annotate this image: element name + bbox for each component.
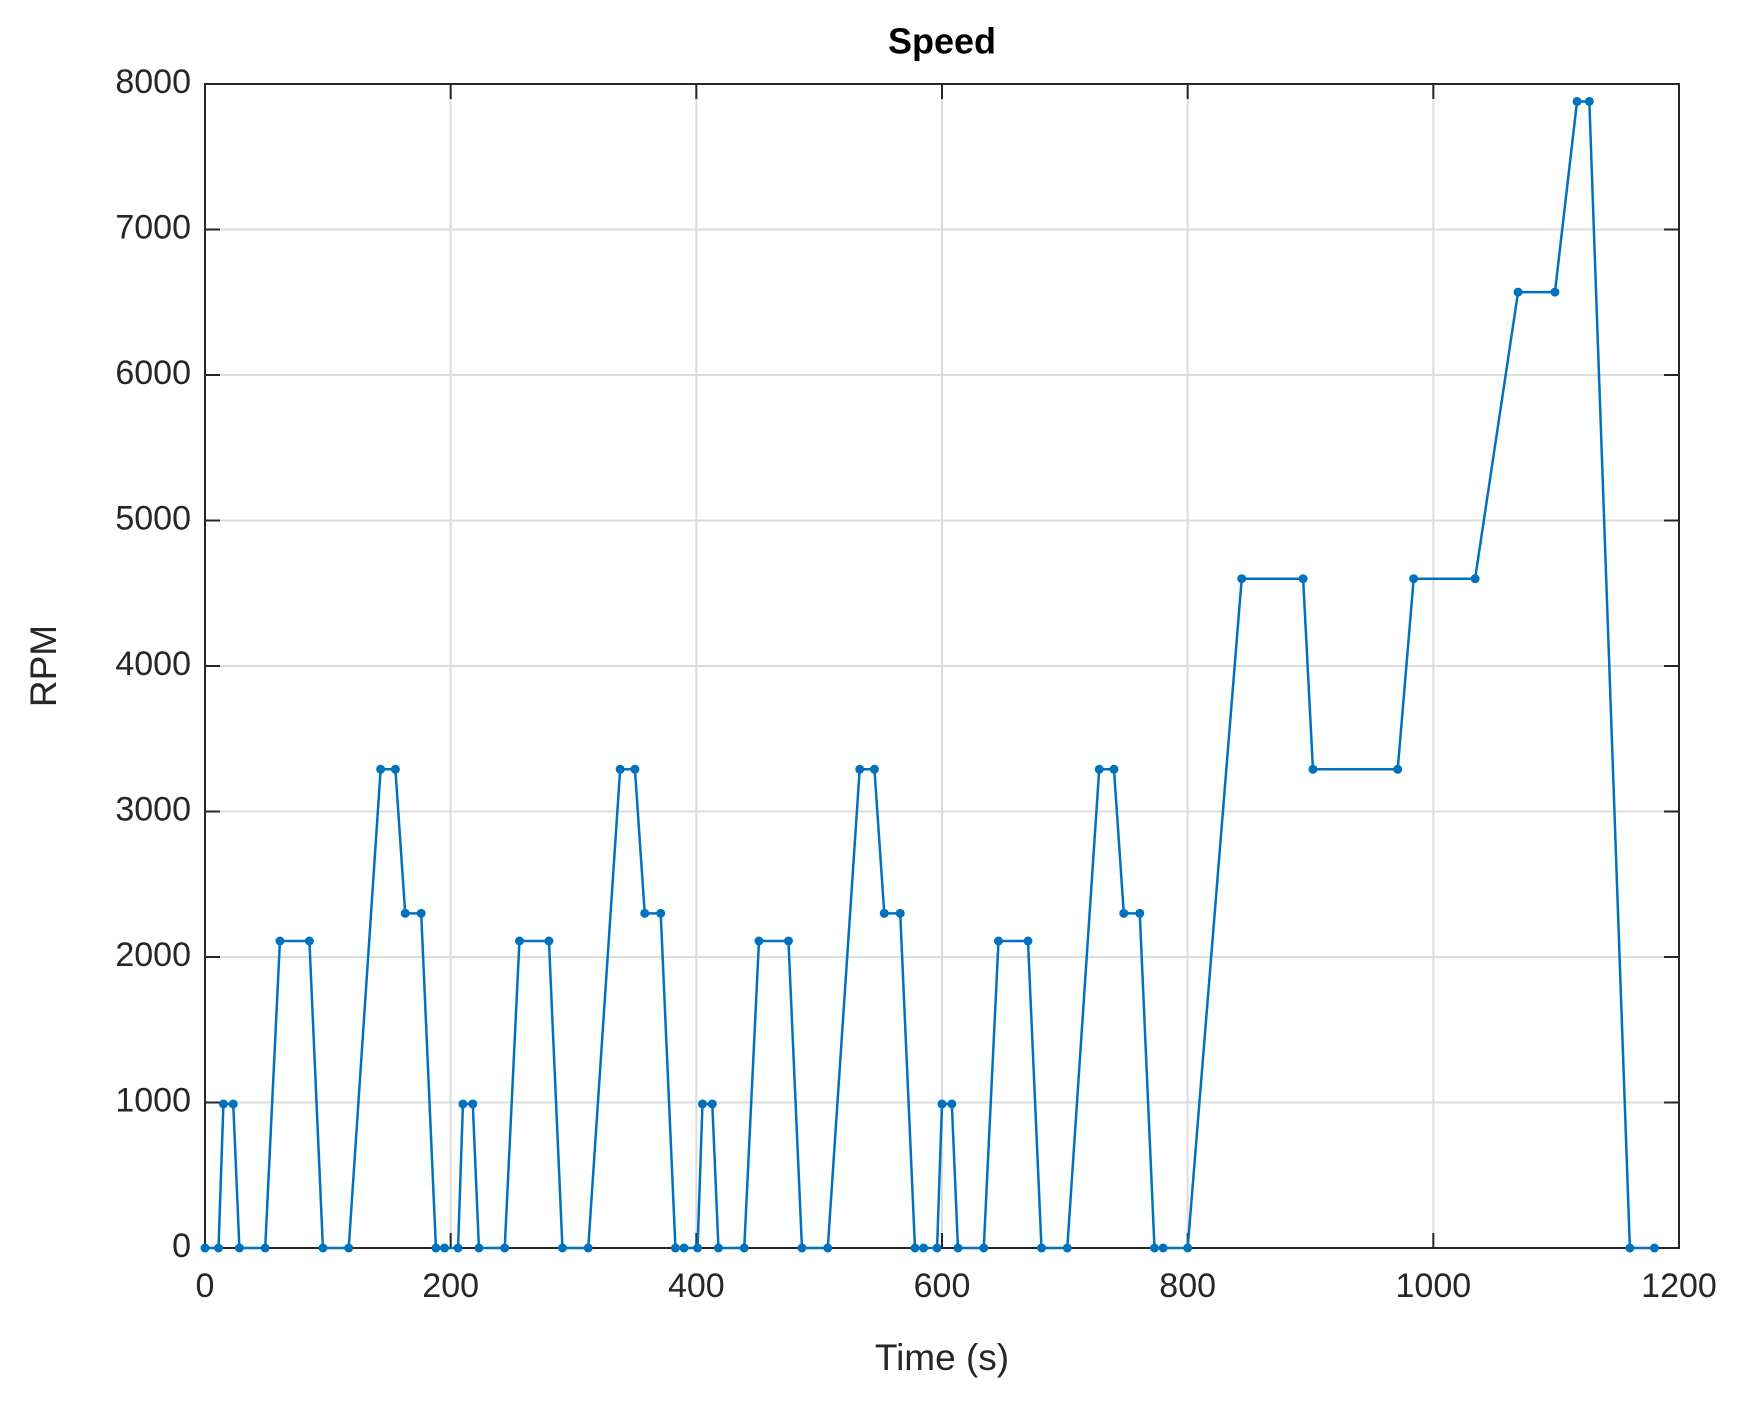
point bbox=[376, 764, 386, 774]
point bbox=[453, 1243, 463, 1253]
point bbox=[1572, 96, 1582, 106]
x-tick-label: 1200 bbox=[1641, 1267, 1717, 1305]
point bbox=[304, 936, 314, 946]
point bbox=[514, 936, 524, 946]
x-tick-label: 0 bbox=[196, 1267, 215, 1305]
point bbox=[910, 1243, 920, 1253]
point bbox=[275, 936, 285, 946]
point bbox=[218, 1099, 228, 1109]
x-tick-label: 200 bbox=[422, 1267, 479, 1305]
point bbox=[823, 1243, 833, 1253]
point bbox=[754, 936, 764, 946]
point bbox=[1109, 764, 1119, 774]
point bbox=[1470, 574, 1480, 584]
point bbox=[1158, 1243, 1168, 1253]
point bbox=[879, 908, 889, 918]
point bbox=[1023, 936, 1033, 946]
point bbox=[474, 1243, 484, 1253]
point bbox=[679, 1243, 689, 1253]
y-tick-label: 8000 bbox=[115, 63, 191, 101]
point bbox=[1119, 908, 1129, 918]
point bbox=[979, 1243, 989, 1253]
point bbox=[1393, 764, 1403, 774]
point bbox=[440, 1243, 450, 1253]
point bbox=[919, 1243, 929, 1253]
point bbox=[228, 1099, 238, 1109]
y-tick-label: 1000 bbox=[115, 1081, 191, 1119]
point bbox=[697, 1099, 707, 1109]
point bbox=[947, 1099, 957, 1109]
point bbox=[344, 1243, 354, 1253]
point bbox=[739, 1243, 749, 1253]
point bbox=[1237, 574, 1247, 584]
point bbox=[1150, 1243, 1160, 1253]
point bbox=[557, 1243, 567, 1253]
x-axis-label: Time (s) bbox=[875, 1337, 1009, 1378]
point bbox=[1135, 908, 1145, 918]
chart-title: Speed bbox=[888, 21, 996, 62]
x-tick-label: 400 bbox=[668, 1267, 725, 1305]
point bbox=[416, 908, 426, 918]
point bbox=[1649, 1243, 1659, 1253]
point bbox=[431, 1243, 441, 1253]
point bbox=[400, 908, 410, 918]
point bbox=[234, 1243, 244, 1253]
y-tick-label: 3000 bbox=[115, 790, 191, 828]
point bbox=[1036, 1243, 1046, 1253]
y-tick-label: 5000 bbox=[115, 499, 191, 537]
point bbox=[1550, 287, 1560, 297]
point bbox=[994, 936, 1004, 946]
point bbox=[855, 764, 865, 774]
y-tick-label: 7000 bbox=[115, 208, 191, 246]
y-tick-label: 4000 bbox=[115, 645, 191, 683]
point bbox=[783, 936, 793, 946]
point bbox=[200, 1243, 210, 1253]
plot-frame bbox=[204, 83, 1680, 1249]
point bbox=[615, 764, 625, 774]
x-tick-label: 600 bbox=[914, 1267, 971, 1305]
point bbox=[937, 1099, 947, 1109]
point bbox=[1584, 96, 1594, 106]
point bbox=[707, 1099, 717, 1109]
y-axis-label: RPM bbox=[23, 625, 64, 707]
point bbox=[260, 1243, 270, 1253]
point bbox=[1625, 1243, 1635, 1253]
x-tick-label: 1000 bbox=[1396, 1267, 1472, 1305]
point bbox=[544, 936, 554, 946]
point bbox=[656, 908, 666, 918]
point bbox=[500, 1243, 510, 1253]
point bbox=[713, 1243, 723, 1253]
y-tick-label: 0 bbox=[172, 1227, 191, 1265]
point bbox=[895, 908, 905, 918]
point bbox=[390, 764, 400, 774]
point bbox=[583, 1243, 593, 1253]
point bbox=[670, 1243, 680, 1253]
x-tick-label: 800 bbox=[1159, 1267, 1216, 1305]
point bbox=[640, 908, 650, 918]
y-tick-label: 2000 bbox=[115, 936, 191, 974]
point bbox=[1409, 574, 1419, 584]
point bbox=[1062, 1243, 1072, 1253]
point bbox=[869, 764, 879, 774]
point bbox=[458, 1099, 468, 1109]
point bbox=[693, 1243, 703, 1253]
point bbox=[1513, 287, 1523, 297]
point bbox=[932, 1243, 942, 1253]
point bbox=[797, 1243, 807, 1253]
y-tick-label: 6000 bbox=[115, 354, 191, 392]
point bbox=[1094, 764, 1104, 774]
point bbox=[953, 1243, 963, 1253]
point bbox=[468, 1099, 478, 1109]
point bbox=[1298, 574, 1308, 584]
point bbox=[1308, 764, 1318, 774]
point bbox=[318, 1243, 328, 1253]
point bbox=[630, 764, 640, 774]
point bbox=[214, 1243, 224, 1253]
point bbox=[1183, 1243, 1193, 1253]
